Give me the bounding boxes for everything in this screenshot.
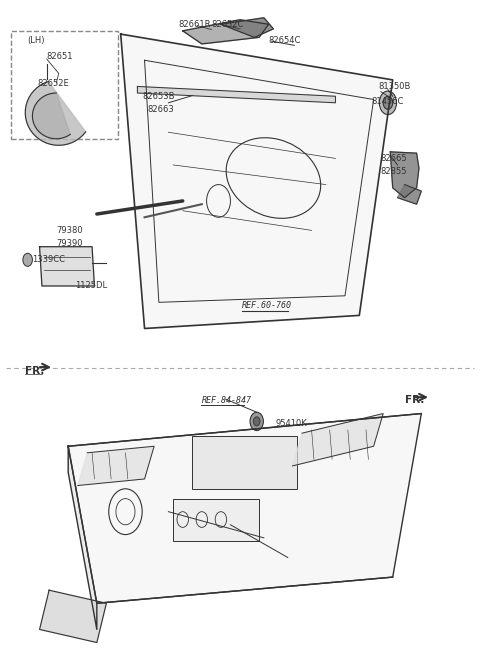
Circle shape: [23, 253, 33, 266]
Text: 82855: 82855: [381, 167, 408, 176]
Polygon shape: [39, 590, 107, 643]
Polygon shape: [25, 81, 86, 145]
Text: 95410K: 95410K: [276, 419, 308, 428]
Bar: [192, 436, 297, 489]
Text: 82654C: 82654C: [269, 36, 301, 45]
Polygon shape: [397, 185, 421, 204]
Polygon shape: [137, 87, 336, 102]
Text: 79380: 79380: [56, 226, 83, 235]
Text: 82652C: 82652C: [211, 20, 244, 29]
Polygon shape: [78, 446, 154, 486]
Polygon shape: [292, 413, 383, 466]
Polygon shape: [390, 152, 419, 198]
Text: 81350B: 81350B: [378, 82, 411, 91]
Text: (LH): (LH): [28, 36, 45, 45]
Text: 82651: 82651: [47, 53, 73, 62]
Circle shape: [250, 412, 264, 430]
Circle shape: [253, 417, 260, 426]
Text: 1125DL: 1125DL: [75, 281, 108, 290]
Polygon shape: [68, 446, 97, 629]
Text: 1339CC: 1339CC: [33, 256, 65, 264]
Text: REF.84-847: REF.84-847: [202, 396, 252, 405]
Text: FR.: FR.: [25, 366, 45, 376]
Polygon shape: [183, 20, 269, 44]
Circle shape: [379, 91, 396, 114]
Text: FR.: FR.: [405, 396, 424, 405]
Text: 82653B: 82653B: [142, 92, 175, 101]
Polygon shape: [120, 34, 393, 328]
Text: 82665: 82665: [381, 154, 408, 163]
Text: 82663: 82663: [147, 105, 174, 114]
Bar: [173, 499, 259, 541]
Text: 82661R: 82661R: [178, 20, 210, 29]
Polygon shape: [68, 413, 421, 603]
Text: REF.60-760: REF.60-760: [242, 301, 292, 310]
Bar: [11, 31, 118, 139]
Polygon shape: [33, 93, 70, 139]
Polygon shape: [39, 247, 95, 286]
Text: 81456C: 81456C: [371, 97, 404, 106]
Polygon shape: [221, 18, 274, 37]
Text: 79390: 79390: [56, 239, 83, 248]
Circle shape: [383, 97, 393, 109]
Text: 82652E: 82652E: [37, 79, 69, 87]
